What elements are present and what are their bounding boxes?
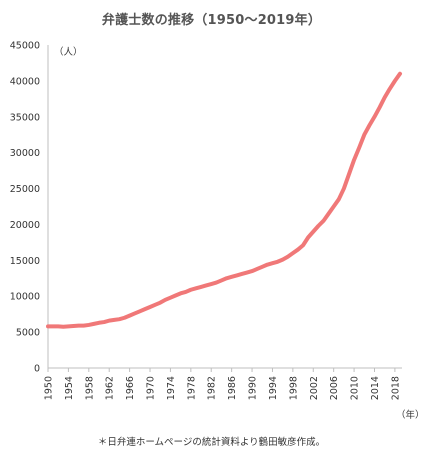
x-tick-label: 1958 [84, 376, 95, 400]
x-tick-label: 1954 [64, 376, 75, 400]
x-tick-label: 1986 [227, 376, 238, 400]
y-tick-label: 45000 [10, 41, 40, 52]
x-tick-label: 2010 [350, 376, 361, 400]
y-axis-label: （人） [54, 46, 83, 58]
y-tick-label: 25000 [10, 184, 40, 195]
x-tick-label: 1978 [186, 376, 197, 400]
x-tick-label: 1994 [268, 376, 279, 400]
x-tick-label: 1950 [44, 376, 55, 400]
y-tick-label: 40000 [10, 76, 40, 87]
y-tick-label: 30000 [10, 148, 40, 159]
series-line [46, 71, 402, 329]
x-tick-label: 1970 [146, 376, 157, 400]
x-tick-label: 1990 [248, 376, 259, 400]
x-tick-label: 2018 [390, 376, 401, 400]
x-tick-label: 1962 [105, 376, 116, 400]
chart-title: 弁護士数の推移（1950〜2019年） [101, 13, 322, 28]
y-tick-label: 0 [34, 364, 40, 375]
x-tick-label: 1974 [166, 376, 177, 400]
source-note: ＊日弁連ホームページの統計資料より鶴田敏彦作成。 [97, 437, 326, 448]
y-tick-label: 5000 [16, 328, 40, 339]
y-tick-label: 35000 [10, 112, 40, 123]
y-tick-label: 15000 [10, 256, 40, 267]
x-axis-label: （年） [396, 409, 423, 421]
x-tick-label: 2002 [309, 376, 320, 400]
x-tick-label: 2006 [329, 376, 340, 400]
y-tick-label: 10000 [10, 292, 40, 303]
x-tick-label: 2014 [370, 376, 381, 400]
y-tick-label: 20000 [10, 220, 40, 231]
x-tick-label: 1966 [125, 376, 136, 400]
x-tick-label: 1982 [207, 376, 218, 400]
x-tick-label: 1998 [288, 376, 299, 400]
